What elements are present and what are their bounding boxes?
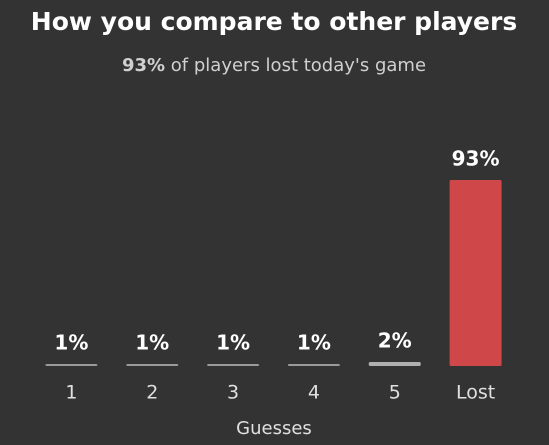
value-label: 1% (135, 331, 169, 355)
chart-subtitle: 93% of players lost today's game (122, 55, 426, 76)
x-tick-label: 2 (146, 382, 158, 404)
x-tick-label: 3 (227, 382, 239, 404)
x-tick-label: 4 (308, 382, 320, 404)
value-label: 93% (452, 147, 500, 171)
bar (287, 364, 340, 366)
value-label: 2% (378, 329, 412, 353)
subtitle-text: of players lost today's game (171, 55, 426, 76)
bar (449, 180, 502, 366)
bar (45, 364, 98, 366)
x-tick-label: 1 (65, 382, 77, 404)
x-tick-label: Lost (456, 382, 495, 404)
x-tick-label: 5 (389, 382, 401, 404)
subtitle-emphasis: 93% (122, 55, 165, 76)
bar (207, 364, 260, 366)
x-axis-title: Guesses (236, 418, 312, 439)
chart-title: How you compare to other players (31, 7, 517, 36)
bar (368, 362, 421, 366)
value-label: 1% (216, 331, 250, 355)
value-label: 1% (54, 331, 88, 355)
bar (126, 364, 179, 366)
value-label: 1% (297, 331, 331, 355)
